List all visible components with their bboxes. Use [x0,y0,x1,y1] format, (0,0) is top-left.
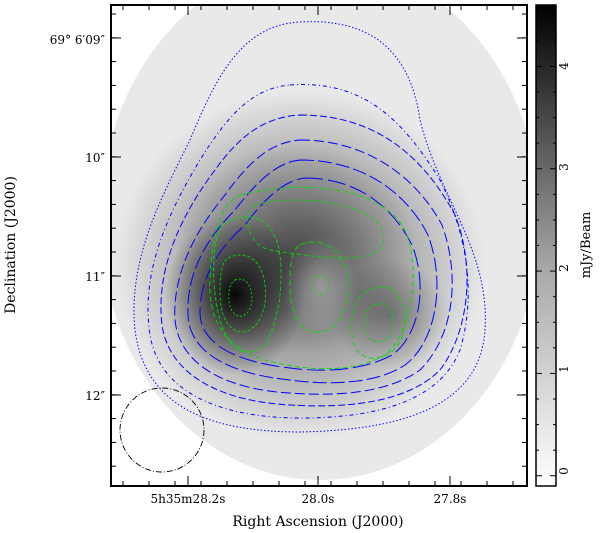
colorbar-tick-label: 1 [557,365,571,373]
x-axis-title: Right Ascension (J2000) [232,514,403,530]
beam-ellipse [119,387,205,473]
colorbar: 0 1 2 3 4 mJy/Beam [535,4,594,487]
y-tick-label: 11″ [85,270,105,284]
y-tick-label-top: 69° 6′09″ [50,33,106,47]
green-contours [209,187,414,370]
x-tick-label: 28.0s [302,492,335,506]
y-axis-title: Declination (J2000) [3,176,19,314]
colorbar-ticks [536,14,556,477]
colorbar-title: mJy/Beam [579,212,594,279]
x-tick-label: 5h35m28.2s [151,492,226,506]
x-tick-label: 27.8s [434,492,467,506]
y-tick-label: 12″ [85,389,105,403]
colorbar-tick-label: 3 [557,163,571,171]
x-axis-tick-labels: 5h35m28.2s 28.0s 27.8s [151,492,467,506]
axis-ticks [111,5,527,486]
colorbar-tick-label: 0 [557,467,571,475]
y-axis-tick-labels: 69° 6′09″ 10″ 11″ 12″ [50,33,106,403]
colorbar-tick-label: 4 [557,62,571,70]
y-tick-label: 10″ [85,151,105,165]
plot-frame [110,4,528,487]
colorbar-tick-label: 2 [557,264,571,272]
blue-contours [133,21,486,433]
